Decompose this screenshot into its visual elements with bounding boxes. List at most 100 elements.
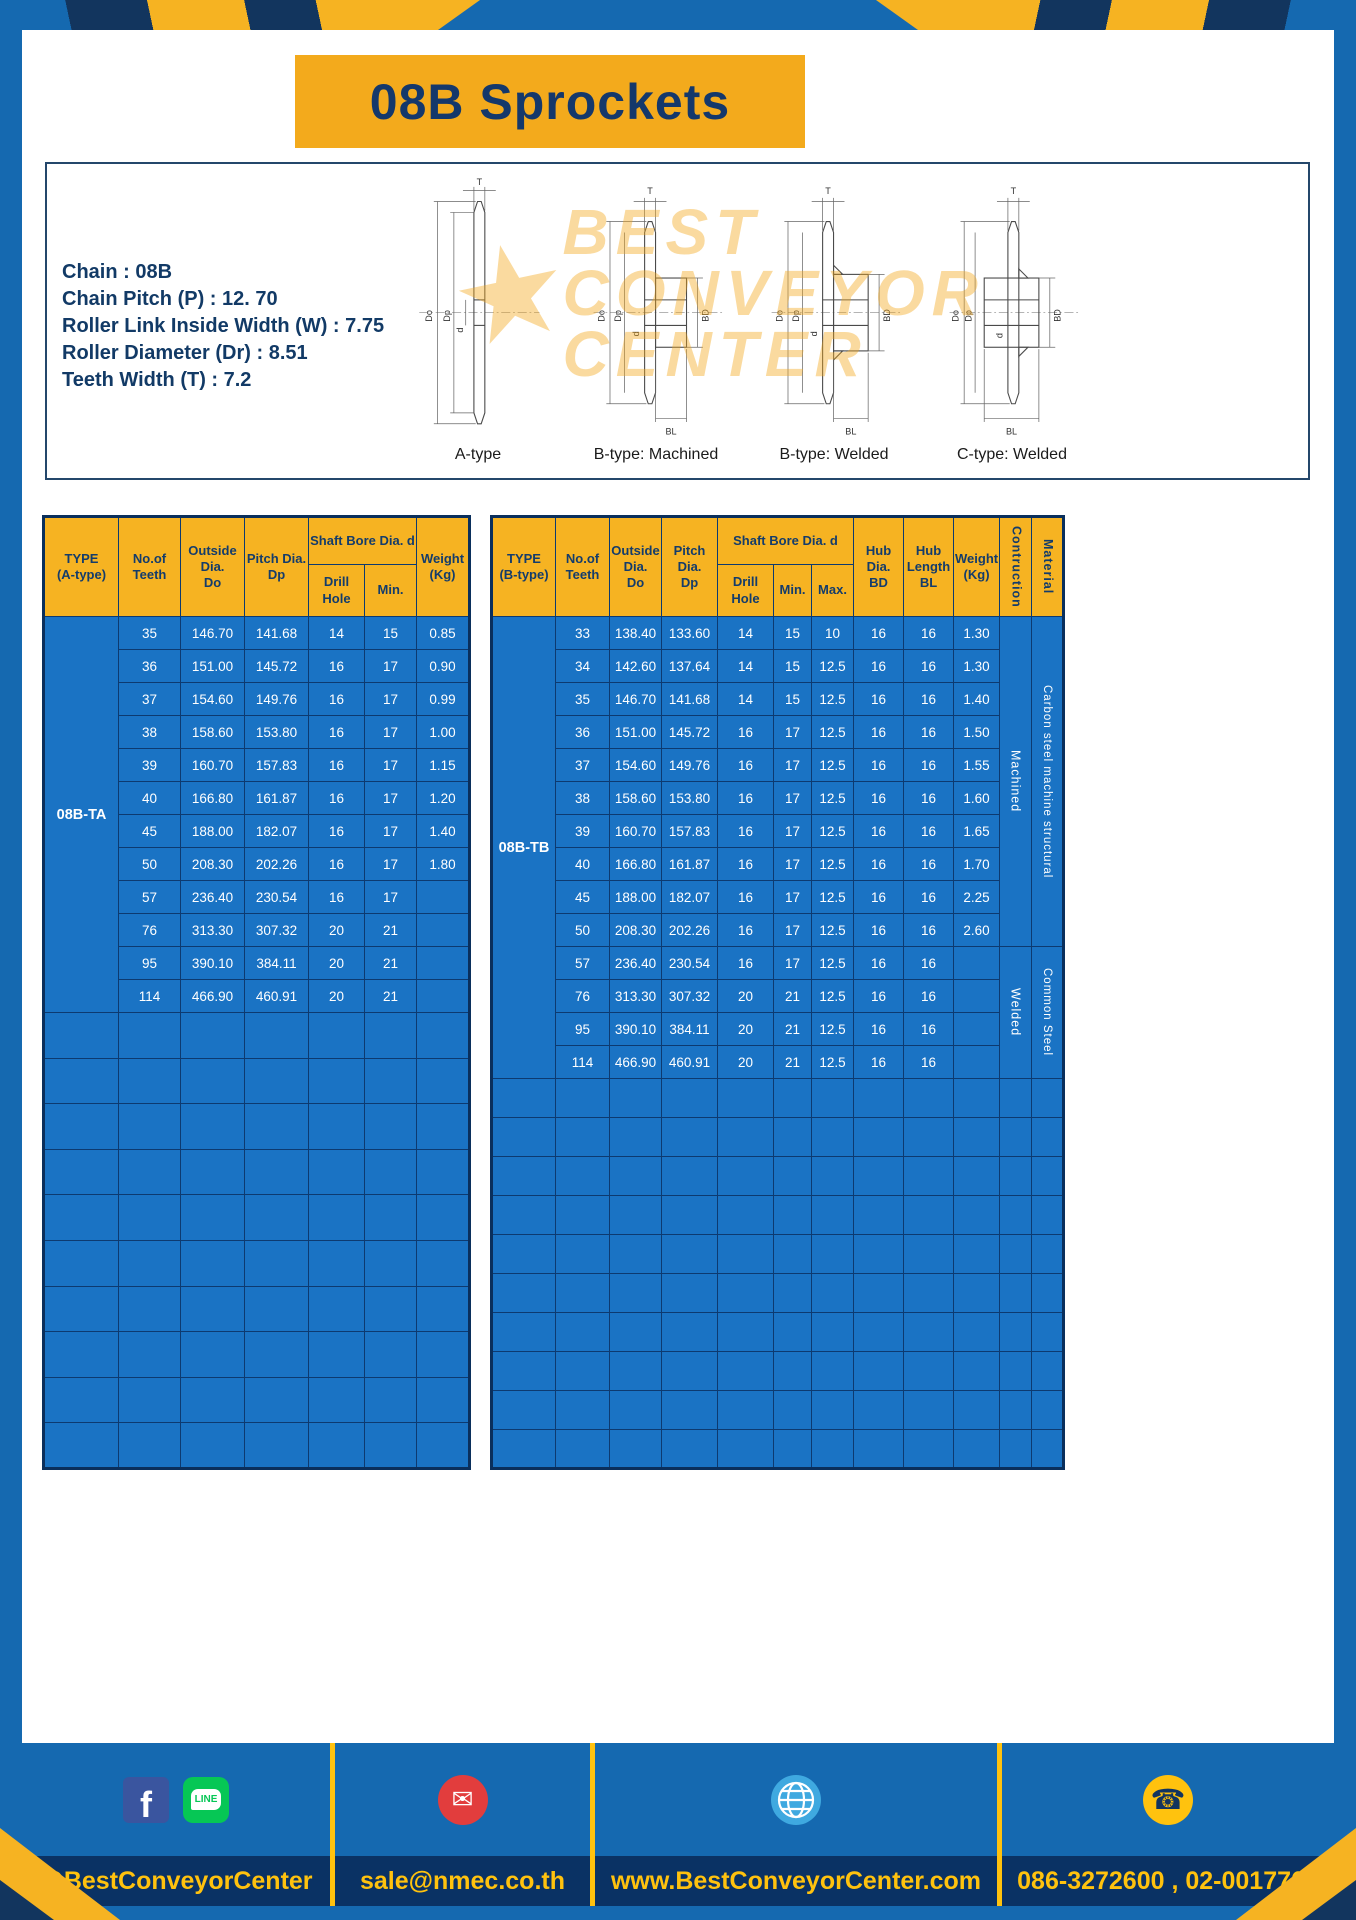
table-a-empty-cell: [364, 1331, 417, 1378]
table-a-row: 45 188.00 182.07 16 17 1.40: [44, 814, 470, 848]
table-b-empty-cell: [853, 1156, 904, 1196]
table-a-empty-cell: [43, 1285, 119, 1333]
table-a-header-shaft-bore: Shaft Bore Dia. d: [308, 516, 417, 565]
table-a-cell: 20: [308, 946, 365, 980]
table-b-empty-cell: [773, 1078, 812, 1118]
svg-text:Dp: Dp: [613, 310, 623, 322]
table-a-empty-cell: [43, 1012, 119, 1059]
table-a-cell: 16: [308, 814, 365, 848]
footer-email[interactable]: sale@nmec.co.th: [335, 1856, 590, 1906]
table-b-cell: 12.5: [811, 979, 854, 1013]
table-a-cell: 153.80: [244, 715, 309, 749]
table-b-empty-cell: [491, 1195, 556, 1235]
table-b-model: 08B-TB: [491, 616, 556, 1079]
table-b-empty-cell: [717, 1312, 774, 1352]
line-icon[interactable]: LINE: [183, 1776, 229, 1823]
table-a-cell: 466.90: [180, 979, 245, 1013]
table-a-cell: 145.72: [244, 649, 309, 683]
table-a-empty-cell: [43, 1057, 119, 1105]
facebook-icon[interactable]: f: [123, 1776, 169, 1823]
table-b-cell: 37: [555, 748, 610, 782]
drawing-c-type-welded: T Do Dp d BD BL: [928, 176, 1096, 464]
table-a-empty-cell: [43, 1331, 119, 1378]
globe-icon[interactable]: [770, 1774, 822, 1826]
table-a-empty-cell: [416, 1376, 470, 1424]
table-b-empty-cell: [491, 1117, 556, 1157]
table-a-empty-cell: [180, 1285, 245, 1333]
table-b-empty-cell: [952, 1351, 1001, 1391]
page: 08B Sprockets Chain : 08B Chain Pitch (P)…: [22, 30, 1334, 1743]
table-a-empty-cell: [416, 1239, 470, 1287]
table-b-empty-cell: [952, 1156, 1001, 1196]
table-a-empty-cell: [308, 1239, 365, 1287]
table-b-empty-cell: [903, 1195, 954, 1235]
table-b-empty-cell: [952, 1117, 1001, 1157]
footer-phone-numbers[interactable]: 086-3272600 , 02-0017766: [1002, 1856, 1334, 1906]
drawing-b-type-welded: T Do Dp d BD BL: [750, 176, 918, 464]
phone-icon[interactable]: ☎: [1143, 1774, 1193, 1825]
table-b: TYPE (B-type) No.of Teeth Outside Dia. D…: [490, 515, 1066, 1470]
table-b-empty-cell: [1031, 1390, 1065, 1430]
svg-text:BL: BL: [1006, 427, 1017, 437]
table-b-cell: 40: [555, 847, 610, 881]
table-a-empty-cell: [244, 1148, 309, 1196]
table-b-material-value: Carbon steel machine structural: [1031, 616, 1065, 947]
table-a-cell: 202.26: [244, 847, 309, 881]
table-b-header-construction: Contruction: [999, 516, 1033, 617]
table-b-empty-cell: [903, 1312, 954, 1352]
table-a-header-outside-dia: Outside Dia. Do: [180, 516, 245, 617]
table-b-cell: 12.5: [811, 748, 854, 782]
table-b-empty-cell: [609, 1156, 662, 1196]
table-b-empty-cell: [773, 1273, 812, 1313]
table-b-cell: 50: [555, 913, 610, 947]
table-b-cell: 16: [903, 715, 954, 749]
table-a-empty-cell: [364, 1422, 417, 1469]
table-b-cell: 16: [853, 1045, 904, 1079]
table-a-empty-cell: [43, 1239, 119, 1287]
table-b-cell: 16: [717, 814, 774, 848]
table-a-empty-cell: [244, 1376, 309, 1424]
table-b-cell: 16: [717, 946, 774, 980]
table-b-empty-cell: [1031, 1156, 1065, 1196]
table-a-cell: 21: [364, 979, 417, 1013]
table-a-cell: 35: [118, 616, 181, 650]
table-b-row: 38 158.60 153.80 16 17 12.5 16 16 1.60: [492, 781, 1064, 815]
footer-website[interactable]: www.BestConveyorCenter.com: [595, 1856, 997, 1906]
table-b-cell: 208.30: [609, 913, 662, 947]
table-a-cell: 390.10: [180, 946, 245, 980]
table-b-empty-cell: [661, 1156, 718, 1196]
table-b-empty-cell: [609, 1390, 662, 1430]
table-a-empty-cell: [118, 1376, 181, 1424]
table-a-row: 114 466.90 460.91 20 21: [44, 979, 470, 1013]
table-b-empty-cell: [717, 1390, 774, 1430]
table-b-empty-cell: [773, 1195, 812, 1235]
table-b-cell: 1.30: [952, 616, 1001, 650]
table-a-cell: 76: [118, 913, 181, 947]
table-a-cell: 39: [118, 748, 181, 782]
table-a-cell: [416, 979, 470, 1013]
table-a-cell: 208.30: [180, 847, 245, 881]
table-a-empty-cell: [180, 1239, 245, 1287]
table-b-cell: 76: [555, 979, 610, 1013]
table-a-empty-cell: [43, 1148, 119, 1196]
table-b-cell: 202.26: [661, 913, 718, 947]
svg-text:Do: Do: [424, 310, 434, 322]
table-b-row: 35 146.70 141.68 14 15 12.5 16 16 1.40: [492, 682, 1064, 716]
table-a-cell: 16: [308, 748, 365, 782]
table-a-empty-row: [43, 1422, 470, 1469]
table-b-empty-cell: [853, 1273, 904, 1313]
drawings-row: T Do Dp d A-type: [392, 176, 1096, 464]
email-icon[interactable]: ✉: [437, 1774, 488, 1825]
spec-line: Chain Pitch (P) : 12. 70: [62, 288, 278, 310]
drawing-a-type: T Do Dp d A-type: [394, 176, 562, 464]
table-a-empty-cell: [118, 1194, 181, 1241]
table-a-row: 36 151.00 145.72 16 17 0.90: [44, 649, 470, 683]
table-a-cell: 17: [364, 649, 417, 683]
table-b-empty-cell: [661, 1312, 718, 1352]
table-b-cell: 142.60: [609, 649, 662, 683]
table-b-cell: 230.54: [661, 946, 718, 980]
table-b-cell: 149.76: [661, 748, 718, 782]
table-b-empty-cell: [717, 1117, 774, 1157]
table-b-cell: 1.60: [952, 781, 1001, 815]
table-a-empty-cell: [308, 1057, 365, 1105]
